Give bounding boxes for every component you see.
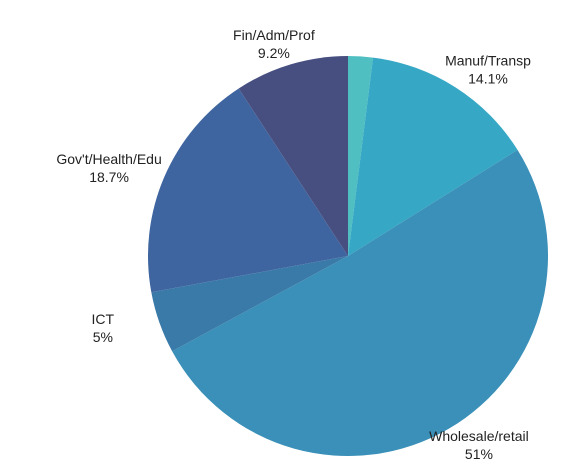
slice-label: Wholesale/retail <box>429 428 529 444</box>
slice-label: ICT <box>92 311 115 327</box>
pie-slice <box>348 57 518 257</box>
pie-slice <box>151 256 348 352</box>
slice-value-label: 9.2% <box>258 45 290 61</box>
slice-value-label: 5% <box>93 329 113 345</box>
slice-label: Fin/Adm/Prof <box>233 27 315 43</box>
slice-label: Manuf/Transp <box>445 52 531 68</box>
slice-value-label: 18.7% <box>89 169 129 185</box>
pie-slice <box>172 149 549 457</box>
pie-slice <box>348 56 374 256</box>
slice-value-label: 51% <box>465 446 493 462</box>
pie-slice <box>148 88 348 293</box>
slice-label: Gov't/Health/Edu <box>56 151 161 167</box>
slice-value-label: 14.1% <box>468 70 508 86</box>
pie-slice <box>238 56 348 256</box>
